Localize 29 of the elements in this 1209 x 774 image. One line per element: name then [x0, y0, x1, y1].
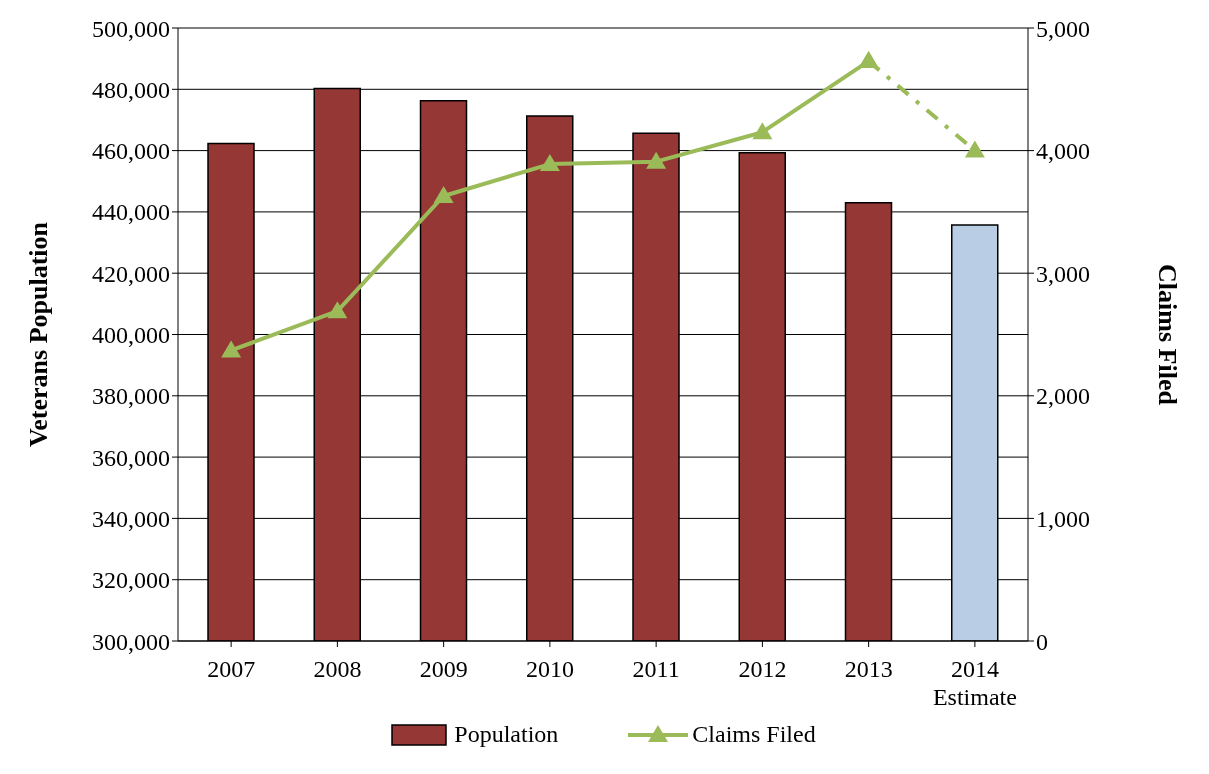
y-tick-label: 380,000: [92, 383, 170, 410]
x-tick-label: 2010: [525, 656, 574, 682]
x-tick-label: 2009: [419, 656, 468, 682]
y-axis-title: Veterans Population: [24, 221, 54, 448]
y2-tick-label: 3,000: [1036, 260, 1090, 287]
x-tick-label: 2014 Estimate: [932, 656, 1017, 710]
legend-label: Claims Filed: [692, 721, 816, 748]
x-tick-label: 2011: [632, 656, 680, 682]
y-tick-label: 420,000: [92, 260, 170, 287]
x-tick-label: 2013: [844, 656, 893, 682]
y-tick-label: 440,000: [92, 199, 170, 226]
x-tick-label: 2008: [313, 656, 362, 682]
y2-tick-label: 1,000: [1036, 505, 1090, 532]
y-tick-label: 460,000: [92, 138, 170, 165]
y-tick-label: 300,000: [92, 628, 170, 655]
y-tick-label: 340,000: [92, 505, 170, 532]
x-tick-label: 2012: [738, 656, 787, 682]
y-tick-label: 500,000: [92, 15, 170, 42]
legend-label: Population: [454, 721, 559, 748]
y-tick-label: 480,000: [92, 76, 170, 103]
y-tick-label: 360,000: [92, 444, 170, 471]
y2-tick-label: 4,000: [1036, 138, 1090, 165]
y-tick-label: 320,000: [92, 567, 170, 594]
y-tick-label: 400,000: [92, 322, 170, 349]
y2-axis-title: Claims Filed: [1152, 264, 1182, 406]
x-tick-label: 2007: [207, 656, 256, 682]
y2-tick-label: 2,000: [1036, 383, 1090, 410]
y2-tick-label: 0: [1036, 628, 1048, 655]
y2-tick-label: 5,000: [1036, 15, 1090, 42]
